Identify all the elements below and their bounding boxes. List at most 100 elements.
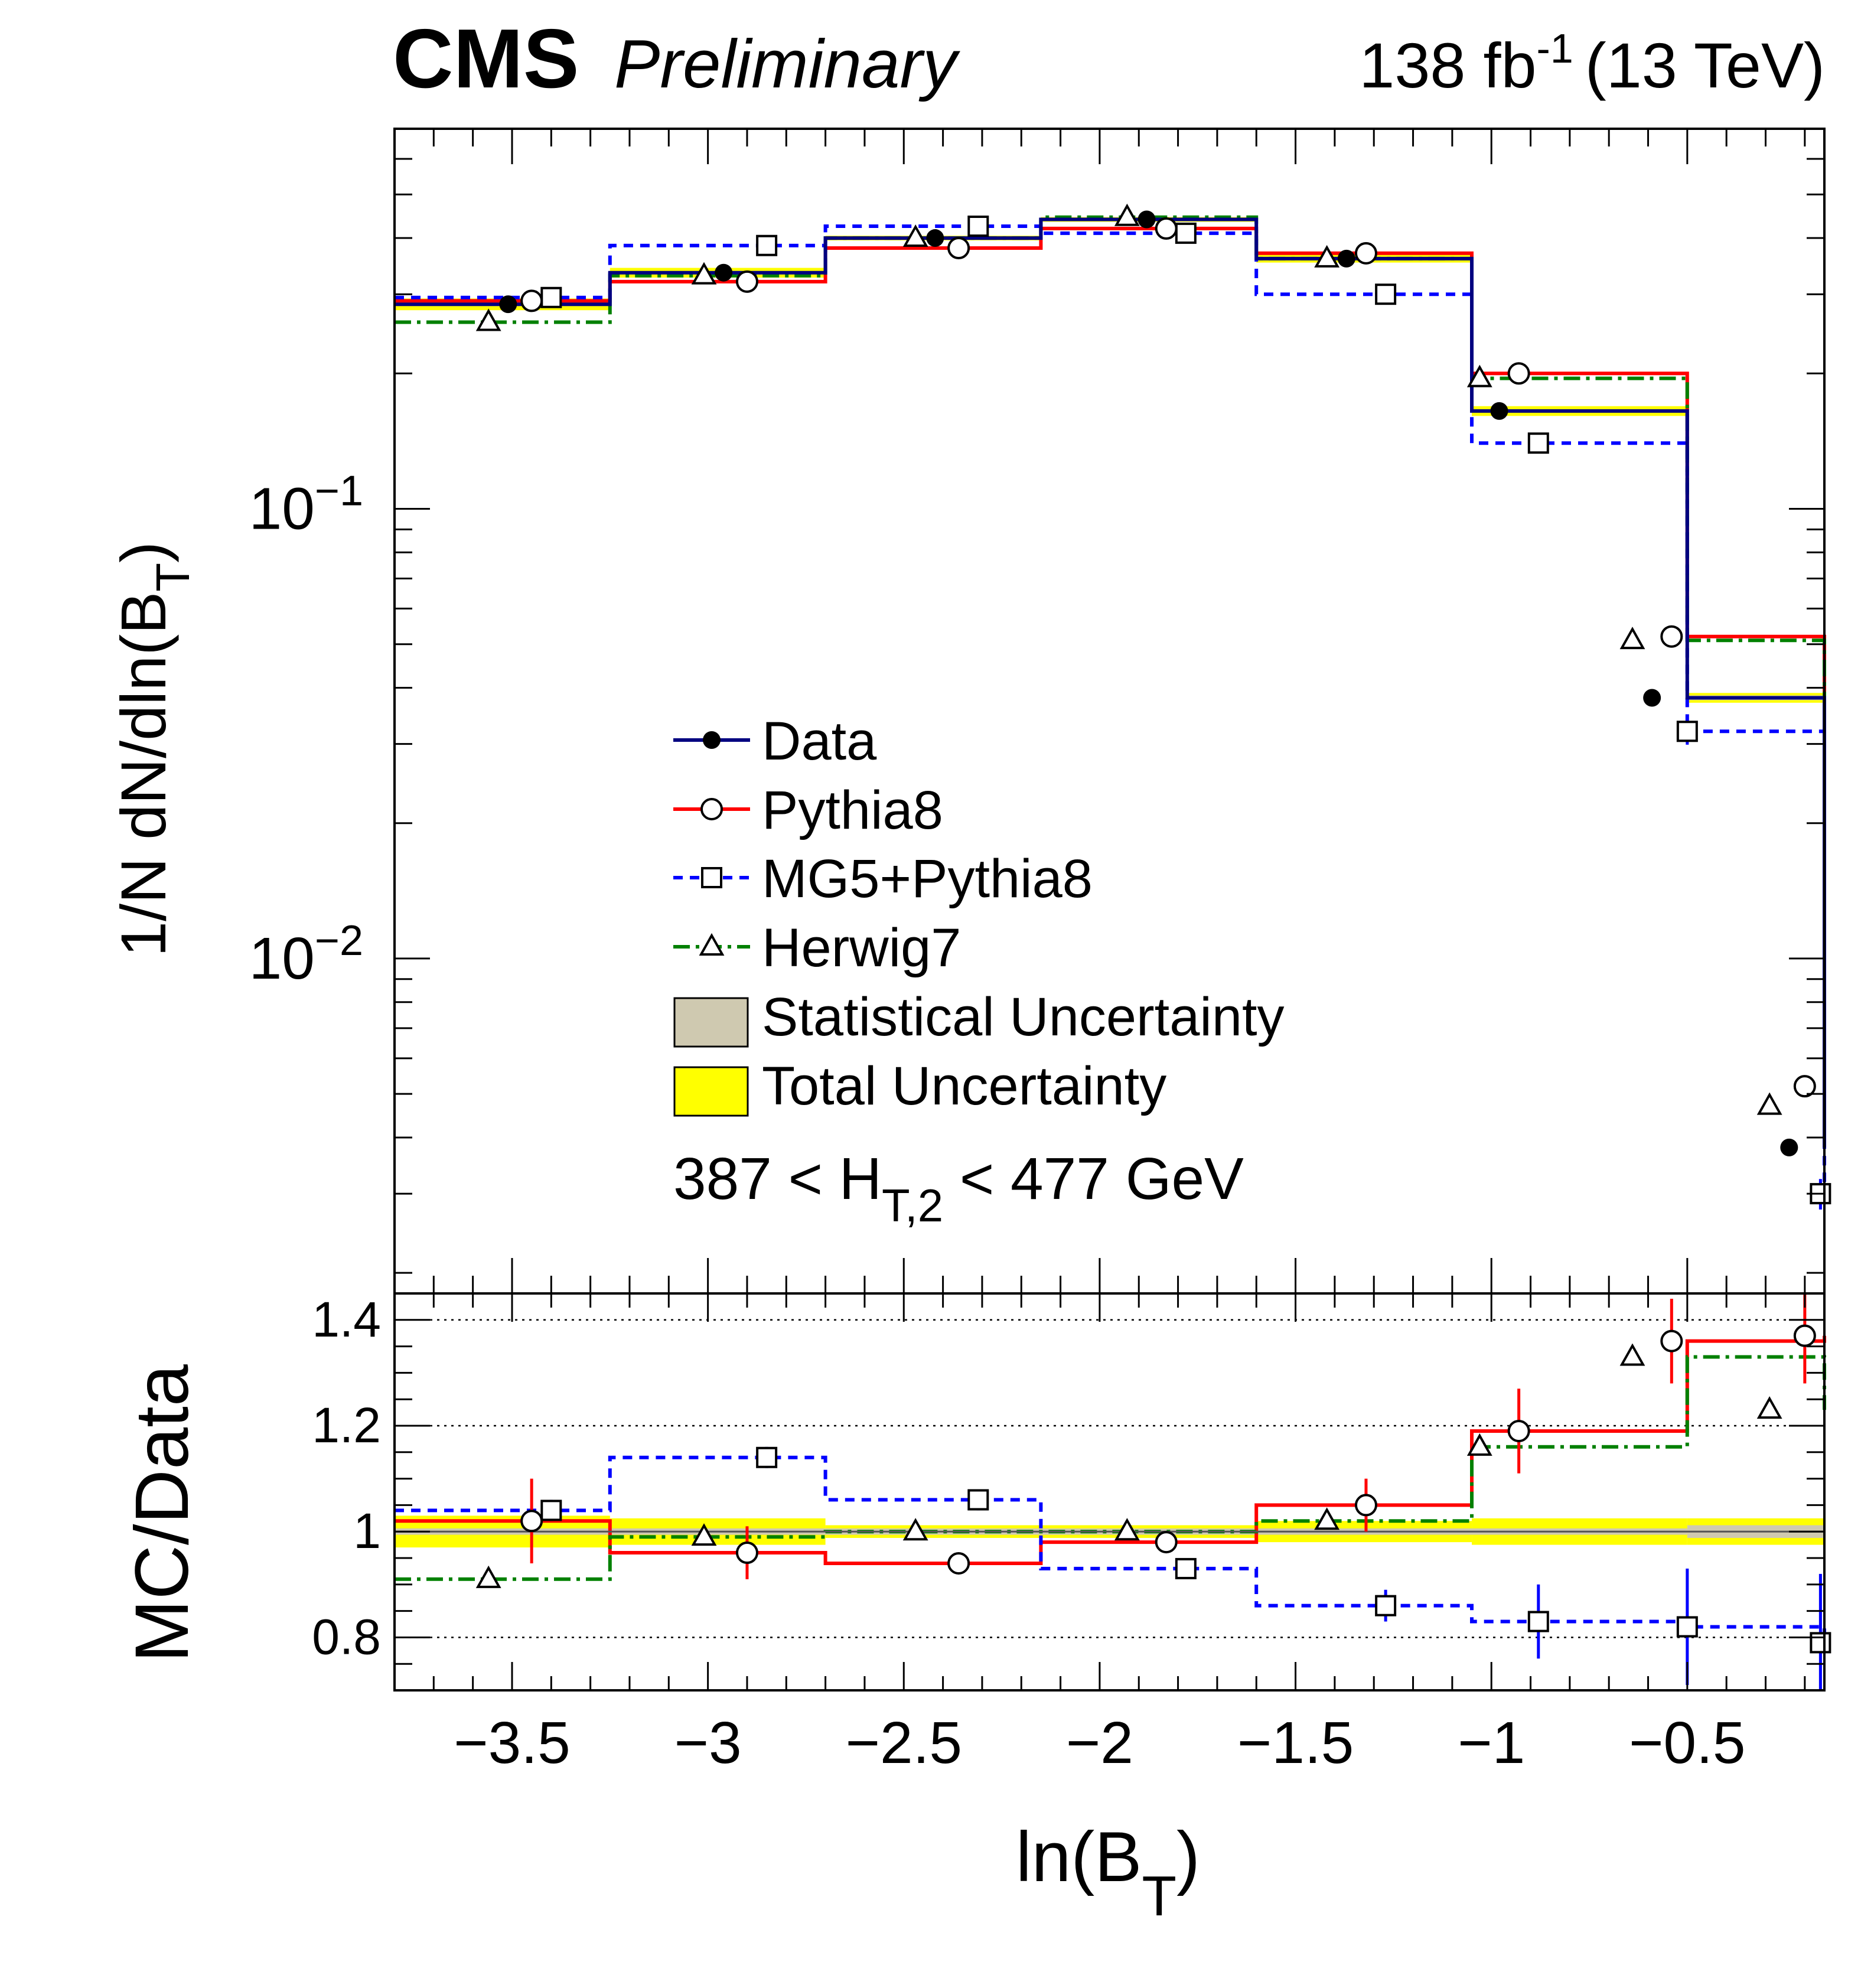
x-tick-label: −1 (1458, 1710, 1525, 1776)
main-marker-pythia8 (1507, 362, 1530, 385)
main-marker-data (1138, 210, 1156, 229)
main-y-tick-label: 10−2 (249, 917, 363, 992)
ratio-marker-mg5-pythia8 (540, 1500, 562, 1521)
main-marker-herwig7 (475, 308, 501, 331)
ratio-y-tick-label: 1 (353, 1503, 381, 1559)
range-sub: T,2 (882, 1179, 943, 1231)
x-title-close: ) (1176, 1817, 1200, 1896)
main-line-pythia8 (395, 226, 1826, 1087)
main-marker-herwig7 (1756, 1092, 1782, 1115)
main-marker-mg5-pythia8 (1527, 432, 1549, 454)
legend-label-mg5: MG5+Pythia8 (762, 849, 1093, 909)
legend-label-herwig7: Herwig7 (762, 918, 961, 978)
lumi-energy: (13 TeV) (1585, 30, 1825, 101)
ht-range-annotation: 387 < HT,2 < 477 GeV (673, 1146, 1244, 1231)
ratio-marker-mg5-pythia8 (756, 1446, 778, 1468)
x-tick-label: −3.5 (454, 1710, 570, 1776)
ratio-marker-pythia8 (735, 1541, 758, 1565)
ratio-marker-herwig7 (1314, 1507, 1340, 1530)
ratio-y-tick-label: 1.2 (312, 1397, 381, 1453)
ratio-y-tick-label: 0.8 (312, 1609, 381, 1664)
ratio-marker-mg5-pythia8 (1375, 1595, 1397, 1617)
main-ticks: 10−110−2 (249, 129, 1824, 1293)
main-y-title-sub: T (146, 563, 199, 592)
main-marker-mg5-pythia8 (1175, 222, 1197, 244)
x-axis-title: ln(BT) (1016, 1817, 1200, 1928)
main-marker-data (1780, 1138, 1798, 1156)
legend-entry-mg5: MG5+Pythia8 (673, 849, 1093, 909)
ratio-marker-mg5-pythia8 (967, 1489, 989, 1511)
main-marker-pythia8 (947, 237, 970, 260)
ratio-markers (475, 1324, 1831, 1654)
legend-entry-statistical: Statistical Uncertainty (673, 987, 1285, 1048)
x-tick-label: −1.5 (1237, 1710, 1354, 1776)
ratio-marker-mg5-pythia8 (1175, 1557, 1197, 1579)
main-marker-mg5-pythia8 (1375, 283, 1397, 305)
x-tick-label: −3 (674, 1710, 742, 1776)
legend-label-total: Total Uncertainty (762, 1056, 1166, 1116)
ratio-marker-herwig7 (691, 1523, 717, 1546)
legend-label-statistical: Statistical Uncertainty (762, 987, 1285, 1047)
ratio-marker-pythia8 (1793, 1324, 1816, 1347)
ratio-marker-herwig7 (1619, 1343, 1645, 1366)
preliminary-label: Preliminary (614, 25, 960, 102)
main-panel: 10−110−2 (249, 128, 1831, 1295)
main-marker-data (1337, 249, 1355, 268)
main-marker-herwig7 (1114, 203, 1140, 226)
main-marker-data (1643, 689, 1661, 707)
main-marker-mg5-pythia8 (756, 234, 778, 256)
ratio-histogram-lines (395, 1335, 1826, 1643)
main-y-title-close: ) (107, 542, 179, 563)
ratio-marker-pythia8 (1155, 1531, 1178, 1554)
x-title-main: ln(B (1016, 1817, 1142, 1896)
main-y-tick-base: 10 (249, 925, 315, 992)
ratio-line-herwig7 (395, 1355, 1826, 1581)
ratio-marker-mg5-pythia8 (1810, 1632, 1831, 1654)
ratio-plot-frame (393, 1292, 1826, 1692)
main-marker-data (715, 263, 733, 282)
ratio-y-axis-title: MC/Data (120, 1364, 204, 1663)
main-marker-herwig7 (902, 224, 928, 247)
ratio-marker-pythia8 (947, 1552, 970, 1575)
legend-entry-herwig7: Herwig7 (673, 918, 961, 978)
main-histogram-lines (395, 215, 1826, 1194)
main-y-tick-base: 10 (249, 475, 315, 542)
main-line-mg5-pythia8 (395, 224, 1826, 1194)
main-marker-pythia8 (1793, 1075, 1816, 1098)
legend: Data Pythia8 MG5+Pythia8 Herwig7 Statist… (673, 711, 1285, 1117)
ratio-marker-pythia8 (520, 1510, 543, 1533)
main-y-tick-label: 10−1 (249, 467, 363, 542)
ratio-reference-lines (395, 1319, 1824, 1638)
x-tick-labels: −3.5 −3 −2.5 −2 −1.5 −1 −0.5 (454, 1710, 1745, 1776)
ratio-marker-pythia8 (1660, 1329, 1683, 1353)
main-marker-mg5-pythia8 (540, 286, 562, 308)
ratio-marker-herwig7 (902, 1518, 928, 1541)
main-marker-pythia8 (1660, 625, 1683, 648)
luminosity-label: 138 fb-1 (13 TeV) (1359, 25, 1825, 101)
ratio-y-tick-label: 1.4 (312, 1292, 381, 1347)
main-marker-pythia8 (520, 289, 543, 312)
legend-entry-pythia8: Pythia8 (673, 780, 943, 840)
main-y-tick-exp: −1 (315, 467, 363, 514)
range-suffix: < 477 GeV (943, 1146, 1244, 1212)
main-marker-data (499, 295, 517, 314)
range-prefix: 387 < H (673, 1146, 882, 1212)
main-marker-pythia8 (735, 270, 758, 293)
main-marker-herwig7 (691, 262, 717, 285)
ratio-panel: 0.8 1 1.2 1.4 (312, 1292, 1831, 1692)
main-error-bars (530, 247, 1822, 1210)
ratio-marker-herwig7 (1114, 1518, 1140, 1541)
main-marker-mg5-pythia8 (1676, 721, 1698, 742)
main-marker-data (926, 229, 944, 247)
main-marker-pythia8 (1155, 217, 1178, 240)
ratio-marker-pythia8 (1507, 1419, 1530, 1442)
x-tick-label: −2 (1066, 1710, 1133, 1776)
main-line-herwig7 (395, 215, 1826, 1106)
main-marker-pythia8 (1354, 242, 1377, 265)
x-tick-label: −2.5 (846, 1710, 962, 1776)
ratio-marker-herwig7 (1756, 1396, 1782, 1419)
legend-label-pythia8: Pythia8 (762, 780, 943, 840)
main-marker-data (1490, 402, 1508, 420)
legend-entry-data: Data (673, 711, 877, 771)
